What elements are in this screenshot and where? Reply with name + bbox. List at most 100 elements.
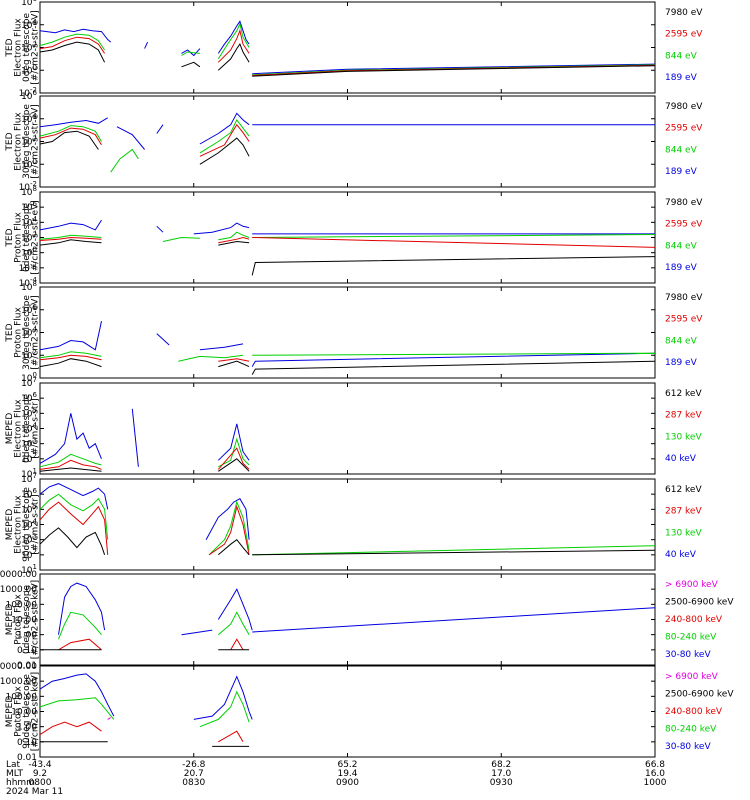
series-blue-line <box>39 673 115 717</box>
series-green-line <box>39 493 109 540</box>
series-blue-line <box>156 333 170 346</box>
series-black-line <box>39 358 102 368</box>
series-red-line <box>39 127 102 146</box>
series-green-line <box>178 354 244 362</box>
y-tick-label: 106 <box>21 0 37 8</box>
legend-entry: 189 eV <box>665 358 698 368</box>
series-green-line <box>110 148 139 173</box>
y-tick-label: 0.01 <box>17 661 37 671</box>
legend-entry: 2595 eV <box>665 315 703 325</box>
series-green-line <box>39 234 102 240</box>
series-red-line <box>217 447 250 470</box>
legend-entry: > 6900 keV <box>665 580 719 590</box>
y-tick-label: 1.00 <box>17 631 37 641</box>
series-black-line <box>39 41 106 63</box>
series-blue-line <box>217 423 250 461</box>
y-axis-label: TEDElectron Flux0deg telescope[#/cm2-s-s… <box>5 10 41 85</box>
series-blue-line <box>251 352 656 367</box>
y-tick-label: 1000.00 <box>0 585 37 595</box>
y-tick-label: 0.10 <box>17 738 37 748</box>
series-black-line <box>39 467 102 472</box>
series-black-line <box>199 137 250 165</box>
footer-value: 20.7 <box>184 769 204 779</box>
series-green-line <box>181 51 200 56</box>
legend-entry: 612 keV <box>665 389 702 399</box>
series-red-line <box>208 504 250 556</box>
time-axis-footer: Lat -43.4 -26.8 65.2 68.2 66.8 MLT 9.2 20.7 19.4 1… <box>6 760 667 797</box>
panel-frame <box>39 382 656 475</box>
y-tick-label: 100.00 <box>6 692 38 702</box>
series-blue-line <box>252 607 656 633</box>
footer-value: 17.0 <box>491 769 511 779</box>
legend-entry: 240-800 keV <box>665 707 723 717</box>
legend-entry: 844 eV <box>665 145 698 155</box>
footer-value: 66.8 <box>645 760 665 770</box>
series-red-line <box>39 36 106 54</box>
y-axis-label: MEPEDElectron Flux90deg telescope[#/cm2-… <box>5 487 41 562</box>
legend-entry: 612 keV <box>665 485 702 495</box>
y-axis-label: MEPEDProton Flux90deg telescope[#/cm2-s-… <box>5 672 41 751</box>
legend-entry: 189 eV <box>665 263 698 273</box>
legend-entry: 2595 eV <box>665 220 703 230</box>
series-green-line <box>252 234 656 238</box>
legend-entry: 80-240 keV <box>665 633 717 643</box>
series-black-line <box>252 65 656 77</box>
panel-frame <box>39 95 656 188</box>
panel-meped-p-0: 0.010.101.0010.00100.001000.0010000.00ME… <box>0 570 734 671</box>
legend-entry: 189 eV <box>665 167 698 177</box>
legend-entry: 2500-6900 keV <box>665 598 734 608</box>
series-blue-line <box>39 320 102 351</box>
series-red-line <box>218 730 244 743</box>
series-blue-line <box>217 20 250 54</box>
series-blue-line <box>156 225 164 233</box>
y-tick-label: 10000.00 <box>0 570 37 580</box>
legend-entry: 287 keV <box>665 507 702 517</box>
series-green-line <box>39 33 106 51</box>
footer-row-label: Lat <box>6 760 21 770</box>
series-blue-line <box>156 124 164 134</box>
footer-value: 1000 <box>644 778 667 788</box>
y-tick-label: 10.00 <box>11 708 37 718</box>
legend-entry: 7980 eV <box>665 102 703 112</box>
panel-frame <box>39 286 656 379</box>
footer-date: 2024 Mar 11 <box>6 787 63 797</box>
series-black-line <box>251 256 656 276</box>
series-blue-line <box>199 343 244 351</box>
legend-entry: 2500-6900 keV <box>665 690 734 700</box>
series-red-line <box>218 236 250 244</box>
series-blue-line <box>181 629 213 636</box>
legend-entry: 7980 eV <box>665 8 703 18</box>
panel-meped-p-90: 0.01 0.10 1.00 10.00 100.00 1000.00 10000.00ME… <box>0 662 734 763</box>
series-green-line <box>199 118 250 154</box>
series-blue-line <box>39 219 102 231</box>
series-black-line <box>39 239 102 246</box>
y-tick-label: 1000.00 <box>0 677 37 687</box>
series-blue-line <box>39 483 109 510</box>
series-black-line <box>218 360 250 368</box>
y-axis-label: TEDProton Flux30deg telescope[#/cm2-s-st… <box>5 295 41 370</box>
series-black-line <box>181 61 201 68</box>
series-green-line <box>39 453 102 468</box>
legend-entry: 130 keV <box>665 432 702 442</box>
footer-row-label: hhmm <box>6 778 35 788</box>
series-blue-line <box>199 112 250 145</box>
series-red-line <box>39 501 109 555</box>
legend-entry: 844 eV <box>665 336 698 346</box>
legend-entry: 287 keV <box>665 411 702 421</box>
legend-entry: 80-240 keV <box>665 725 717 735</box>
series-blue-line <box>205 498 250 540</box>
legend-entry: 7980 eV <box>665 293 703 303</box>
series-red-line <box>218 358 250 362</box>
panel-frame <box>39 1 656 94</box>
footer-value: 16.0 <box>645 769 665 779</box>
series-green-line <box>58 611 102 640</box>
series-green-line <box>39 697 115 720</box>
series-magenta-line <box>107 717 111 720</box>
series-blue-line <box>39 117 108 128</box>
y-axis-label: MEPEDElectron Flux0deg telescope[#/cm2-s… <box>5 394 41 464</box>
legend-entry: 240-800 keV <box>665 615 723 625</box>
series-green-line <box>217 22 250 60</box>
y-axis-label: TEDElectron Flux30deg telescope[#/cm2-s-… <box>5 104 41 179</box>
